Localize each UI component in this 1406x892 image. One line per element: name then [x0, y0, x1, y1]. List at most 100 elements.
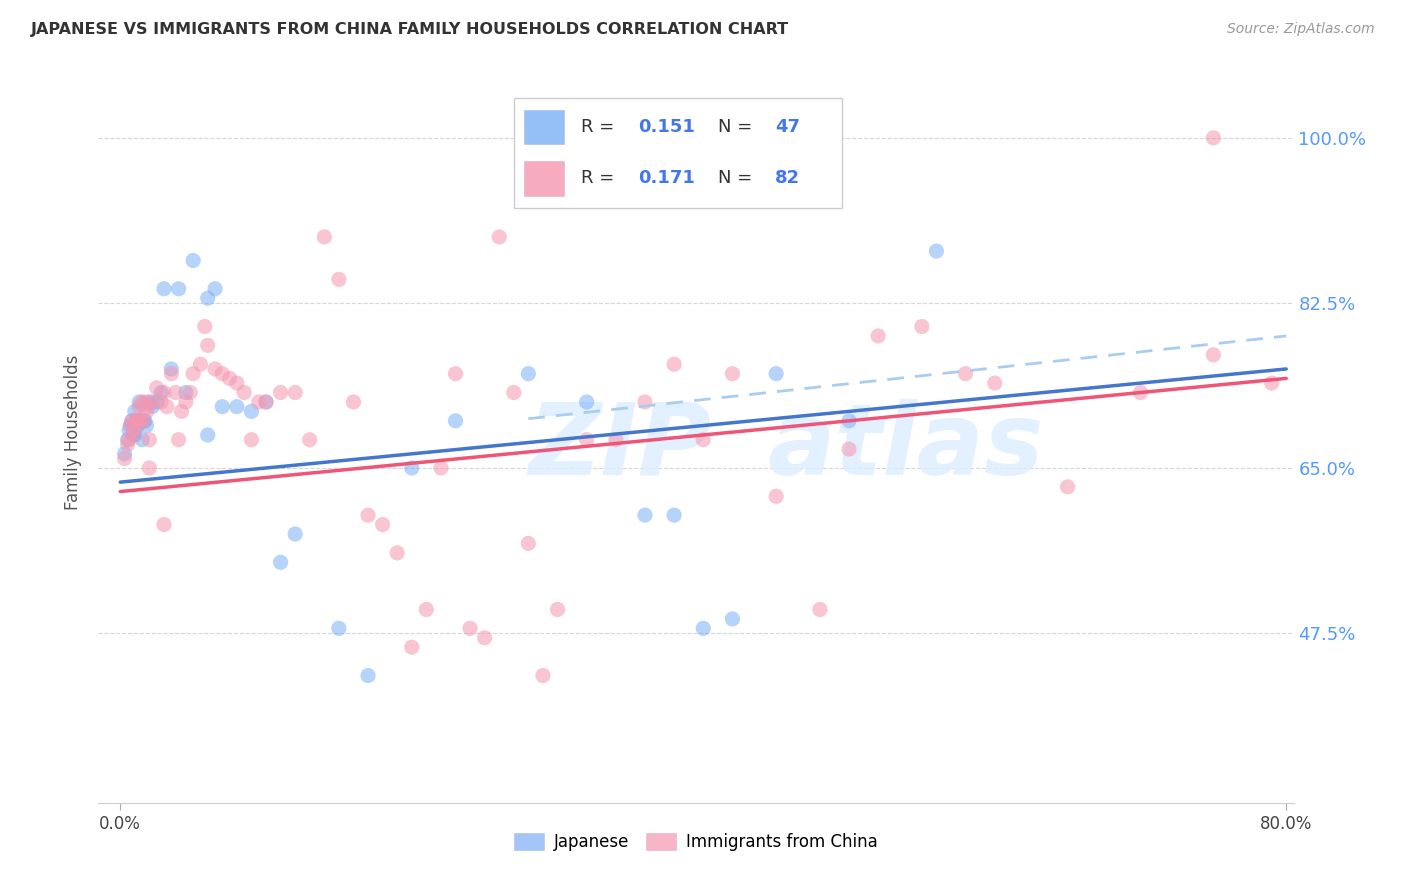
Point	[692, 621, 714, 635]
Point	[135, 418, 157, 433]
Point	[531, 668, 554, 682]
Point	[575, 395, 598, 409]
Point	[174, 385, 197, 400]
Point	[129, 414, 152, 428]
Point	[165, 385, 187, 400]
Point	[415, 602, 437, 616]
Point	[517, 536, 540, 550]
Point	[284, 385, 307, 400]
Point	[502, 385, 524, 400]
Text: JAPANESE VS IMMIGRANTS FROM CHINA FAMILY HOUSEHOLDS CORRELATION CHART: JAPANESE VS IMMIGRANTS FROM CHINA FAMILY…	[31, 22, 789, 37]
Text: atlas: atlas	[768, 399, 1045, 496]
Point	[174, 395, 197, 409]
Point	[270, 555, 292, 569]
Point	[1333, 433, 1355, 447]
Point	[122, 428, 145, 442]
Point	[225, 400, 247, 414]
Point	[808, 602, 831, 616]
Point	[314, 230, 336, 244]
Point	[211, 367, 233, 381]
Point	[122, 428, 145, 442]
Point	[150, 385, 173, 400]
Point	[204, 282, 226, 296]
Point	[167, 282, 190, 296]
Point	[254, 395, 277, 409]
Point	[1202, 131, 1225, 145]
Point	[240, 404, 263, 418]
Point	[517, 367, 540, 381]
Point	[247, 395, 270, 409]
Point	[444, 414, 467, 428]
Point	[328, 272, 350, 286]
Point	[1305, 357, 1327, 371]
Point	[254, 395, 277, 409]
Point	[167, 433, 190, 447]
Point	[129, 414, 152, 428]
Point	[121, 414, 143, 428]
Point	[1260, 376, 1282, 390]
Point	[138, 433, 160, 447]
Point	[135, 404, 157, 418]
Point	[120, 418, 142, 433]
Point	[430, 461, 453, 475]
Point	[721, 612, 744, 626]
Y-axis label: Family Households: Family Households	[65, 355, 83, 510]
Point	[284, 527, 307, 541]
Point	[138, 461, 160, 475]
Point	[204, 362, 226, 376]
Point	[911, 319, 934, 334]
Point	[634, 395, 657, 409]
Point	[121, 414, 143, 428]
Point	[117, 437, 139, 451]
Point	[357, 508, 380, 523]
Point	[128, 395, 150, 409]
Point	[145, 381, 167, 395]
Point	[150, 395, 173, 409]
Point	[240, 433, 263, 447]
Point	[575, 433, 598, 447]
Point	[153, 282, 176, 296]
Point	[197, 428, 219, 442]
Point	[118, 423, 141, 437]
Point	[662, 357, 685, 371]
Point	[179, 385, 201, 400]
Point	[328, 621, 350, 635]
Point	[181, 253, 204, 268]
Point	[692, 433, 714, 447]
Point	[955, 367, 977, 381]
Point	[342, 395, 364, 409]
Point	[136, 400, 159, 414]
Point	[127, 418, 149, 433]
Point	[120, 418, 142, 433]
Point	[225, 376, 247, 390]
Point	[134, 414, 156, 428]
Point	[125, 414, 148, 428]
Point	[634, 508, 657, 523]
Point	[605, 433, 627, 447]
Text: ZIP: ZIP	[529, 399, 711, 496]
Point	[197, 338, 219, 352]
Point	[153, 385, 176, 400]
Point	[868, 329, 890, 343]
Point	[145, 395, 167, 409]
Point	[131, 433, 153, 447]
Point	[194, 319, 217, 334]
Point	[134, 395, 156, 409]
Point	[1129, 385, 1152, 400]
Point	[141, 395, 163, 409]
Point	[117, 433, 139, 447]
Point	[488, 230, 510, 244]
Point	[181, 367, 204, 381]
Point	[124, 428, 146, 442]
Point	[1202, 348, 1225, 362]
Point	[190, 357, 212, 371]
Point	[925, 244, 948, 258]
Point	[444, 367, 467, 381]
Point	[838, 442, 860, 457]
Point	[127, 414, 149, 428]
Point	[547, 602, 569, 616]
Point	[721, 367, 744, 381]
Point	[385, 546, 409, 560]
Point	[357, 668, 380, 682]
Point	[401, 461, 423, 475]
